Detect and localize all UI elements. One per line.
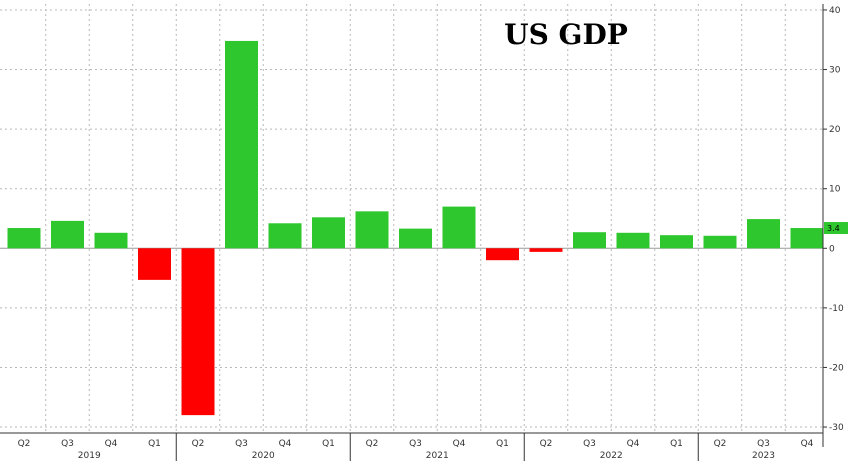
y-tick-label: 0: [829, 244, 835, 254]
x-tick-label: Q4: [453, 439, 466, 449]
axis-layer: 40 30 20 10 0 -10 -20 -30 3.4 Q2 Q3 Q4 Q1 Q2 Q3 Q4 Q1 Q2 Q…: [0, 4, 848, 461]
bar-q1: [138, 248, 171, 280]
x-tick-label: Q2: [18, 439, 31, 449]
bar-q1: [660, 235, 693, 249]
bar-q2: [7, 228, 41, 249]
x-tick-label: Q3: [583, 439, 596, 449]
x-tick-label: Q4: [105, 439, 118, 449]
x-tick-label: Q4: [279, 439, 292, 449]
x-tick-label: Q2: [192, 439, 205, 449]
x-tick-label: Q3: [757, 439, 770, 449]
bar-q4: [790, 228, 824, 249]
x-tick-label: Q1: [322, 439, 335, 449]
grid-layer: [0, 4, 823, 433]
y-tick-label: -20: [829, 363, 844, 373]
bar-q2: [181, 248, 215, 416]
bar-q4: [616, 232, 650, 249]
bar-q4: [268, 223, 302, 249]
bar-q2: [529, 248, 563, 252]
y-tick-label: 30: [829, 66, 841, 76]
bar-q1: [312, 217, 345, 249]
x-tick-label: Q1: [148, 439, 161, 449]
bar-q3: [225, 40, 258, 249]
chart-title: US GDP: [504, 18, 628, 51]
x-tick-label: Q4: [801, 439, 814, 449]
x-tick-label: Q4: [627, 439, 640, 449]
year-label: 2021: [426, 451, 449, 461]
y-tick-label: -30: [829, 423, 844, 433]
bar-q2: [703, 235, 737, 249]
last-value-label: 3.4: [827, 224, 840, 233]
x-tick-label: Q1: [670, 439, 683, 449]
x-tick-label: Q2: [714, 439, 727, 449]
bar-q3: [573, 232, 606, 249]
bar-q3: [747, 219, 780, 249]
bar-q4: [94, 232, 128, 249]
y-tick-label: 20: [829, 125, 841, 135]
bar-q2: [355, 211, 389, 249]
bar-q3: [399, 228, 432, 249]
year-label: 2023: [752, 451, 775, 461]
x-tick-label: Q1: [496, 439, 509, 449]
year-label: 2020: [252, 451, 275, 461]
last-value-box: [824, 222, 848, 235]
year-label: 2019: [78, 451, 101, 461]
bar-q3: [51, 220, 84, 249]
x-tick-label: Q2: [366, 439, 379, 449]
y-tick-label: 40: [829, 6, 841, 16]
bar-layer: [7, 40, 824, 416]
x-tick-label: Q2: [540, 439, 553, 449]
x-tick-label: Q3: [235, 439, 248, 449]
year-label: 2022: [600, 451, 623, 461]
bar-q1: [486, 248, 519, 261]
y-tick-label: 10: [829, 185, 841, 195]
y-tick-label: -10: [829, 304, 844, 314]
bar-q4: [442, 206, 476, 249]
x-tick-label: Q3: [409, 439, 422, 449]
x-tick-label: Q3: [61, 439, 74, 449]
